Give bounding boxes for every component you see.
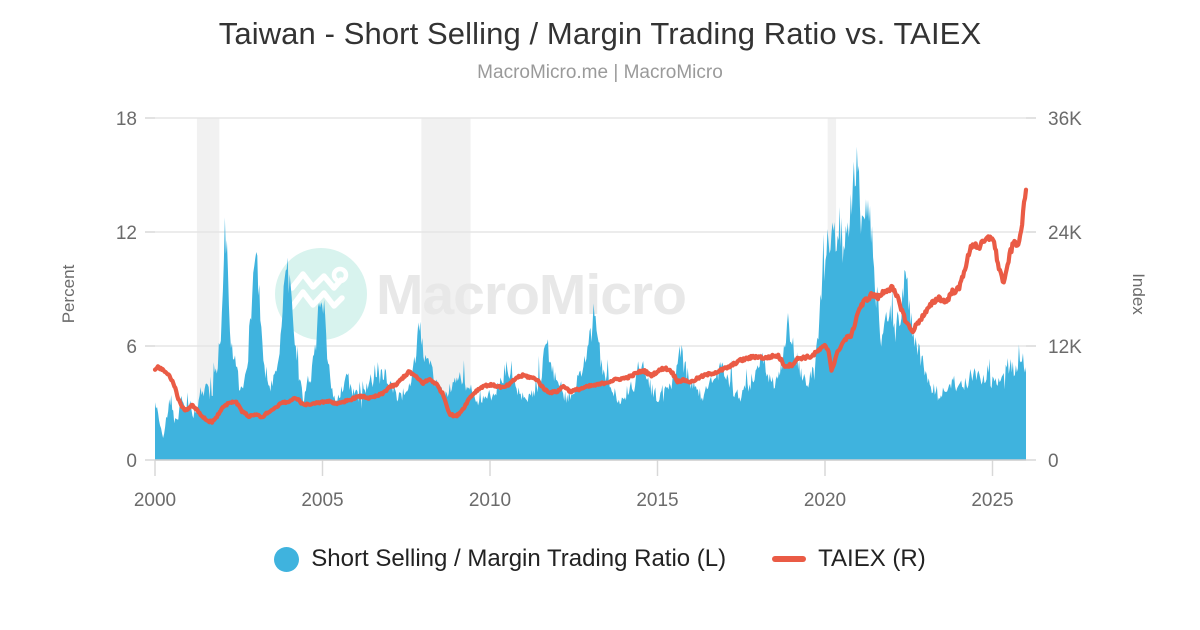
legend-marker-line-icon [772,556,807,562]
legend-label-short-selling-ratio: Short Selling / Margin Trading Ratio (L) [311,545,727,572]
x-tick-label: 2010 [469,490,511,511]
legend-item-short-selling-ratio[interactable]: Short Selling / Margin Trading Ratio (L) [274,545,726,573]
x-tick-label: 2015 [636,490,678,511]
area-path-short-selling-ratio [155,146,1026,460]
y2-tick-label: 0 [1048,451,1059,472]
watermark-zigzag-top-icon [289,271,344,291]
x-tick-label: 2000 [134,490,176,511]
x-tick-label: 2025 [971,490,1013,511]
watermark-label: MacroMicro [376,263,686,327]
y-tick-label: 18 [116,109,137,130]
y-tick-label: 0 [126,451,137,472]
y2-axis-label: Index [1129,273,1148,315]
y2-tick-label: 12K [1048,337,1082,358]
series-taiex [152,187,1029,425]
series-short-selling-ratio [155,146,1026,460]
watermark-node-icon [331,266,349,284]
y2-tick-label: 24K [1048,223,1082,244]
x-tick-label: 2020 [804,490,846,511]
y-tick-label: 12 [116,223,137,244]
watermark-zigzag-bottom-icon [289,289,345,310]
legend-marker-circle-icon [274,546,300,572]
watermark: MacroMicro [275,248,687,340]
line-path-taiex [152,187,1029,425]
y-tick-label: 6 [126,337,137,358]
x-tick-label: 2005 [301,490,343,511]
y2-tick-label: 36K [1048,109,1082,130]
y-axis-label: Percent [59,264,78,323]
axes: 0 6 12 18 0 12K 24K 36K 2000 2005 2010 2015 2020 2025 [116,109,1082,511]
legend-label-taiex: TAIEX (R) [818,545,926,572]
chart-subtitle: MacroMicro.me | MacroMicro [477,62,723,83]
legend: Short Selling / Margin Trading Ratio (L)… [0,545,1200,573]
chart-title: Taiwan - Short Selling / Margin Trading … [218,16,982,51]
legend-item-taiex[interactable]: TAIEX (R) [772,545,926,573]
